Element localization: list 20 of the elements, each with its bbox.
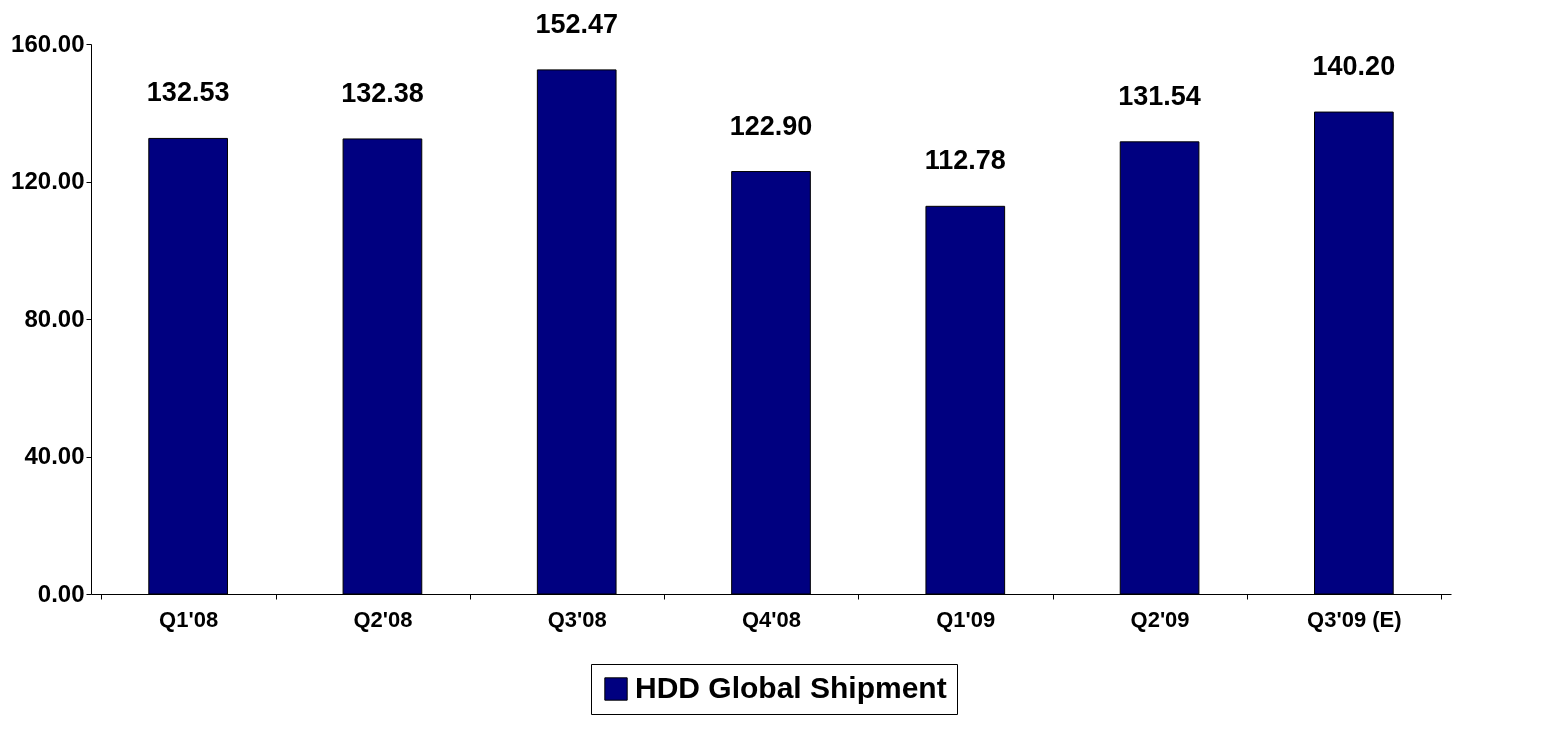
y-tick-label: 160.00 [11,29,85,57]
y-tick-label: 80.00 [24,304,85,332]
x-tick-label: Q3'09 (E) [1307,606,1402,632]
data-label: 122.90 [729,110,813,141]
x-tick-label: Q1'09 [936,606,996,632]
legend-label: HDD Global Shipment [635,671,947,704]
x-tick-label: Q2'08 [353,606,413,632]
data-label: 131.54 [1118,80,1201,111]
data-label: 112.78 [924,145,1006,176]
data-label: 140.20 [1312,51,1396,82]
x-tick-label: Q1'08 [159,606,219,632]
x-tick-label: Q4'08 [741,606,802,632]
x-tick-label: Q3'08 [547,606,607,632]
data-label: 152.47 [535,8,619,39]
y-tick-label: 120.00 [11,167,85,194]
data-label: 132.53 [146,77,230,108]
y-tick-label: 40.00 [24,442,85,469]
x-tick-label: Q2'09 [1130,606,1190,632]
data-label: 132.38 [341,77,424,108]
y-tick-label: 0.00 [37,579,85,607]
